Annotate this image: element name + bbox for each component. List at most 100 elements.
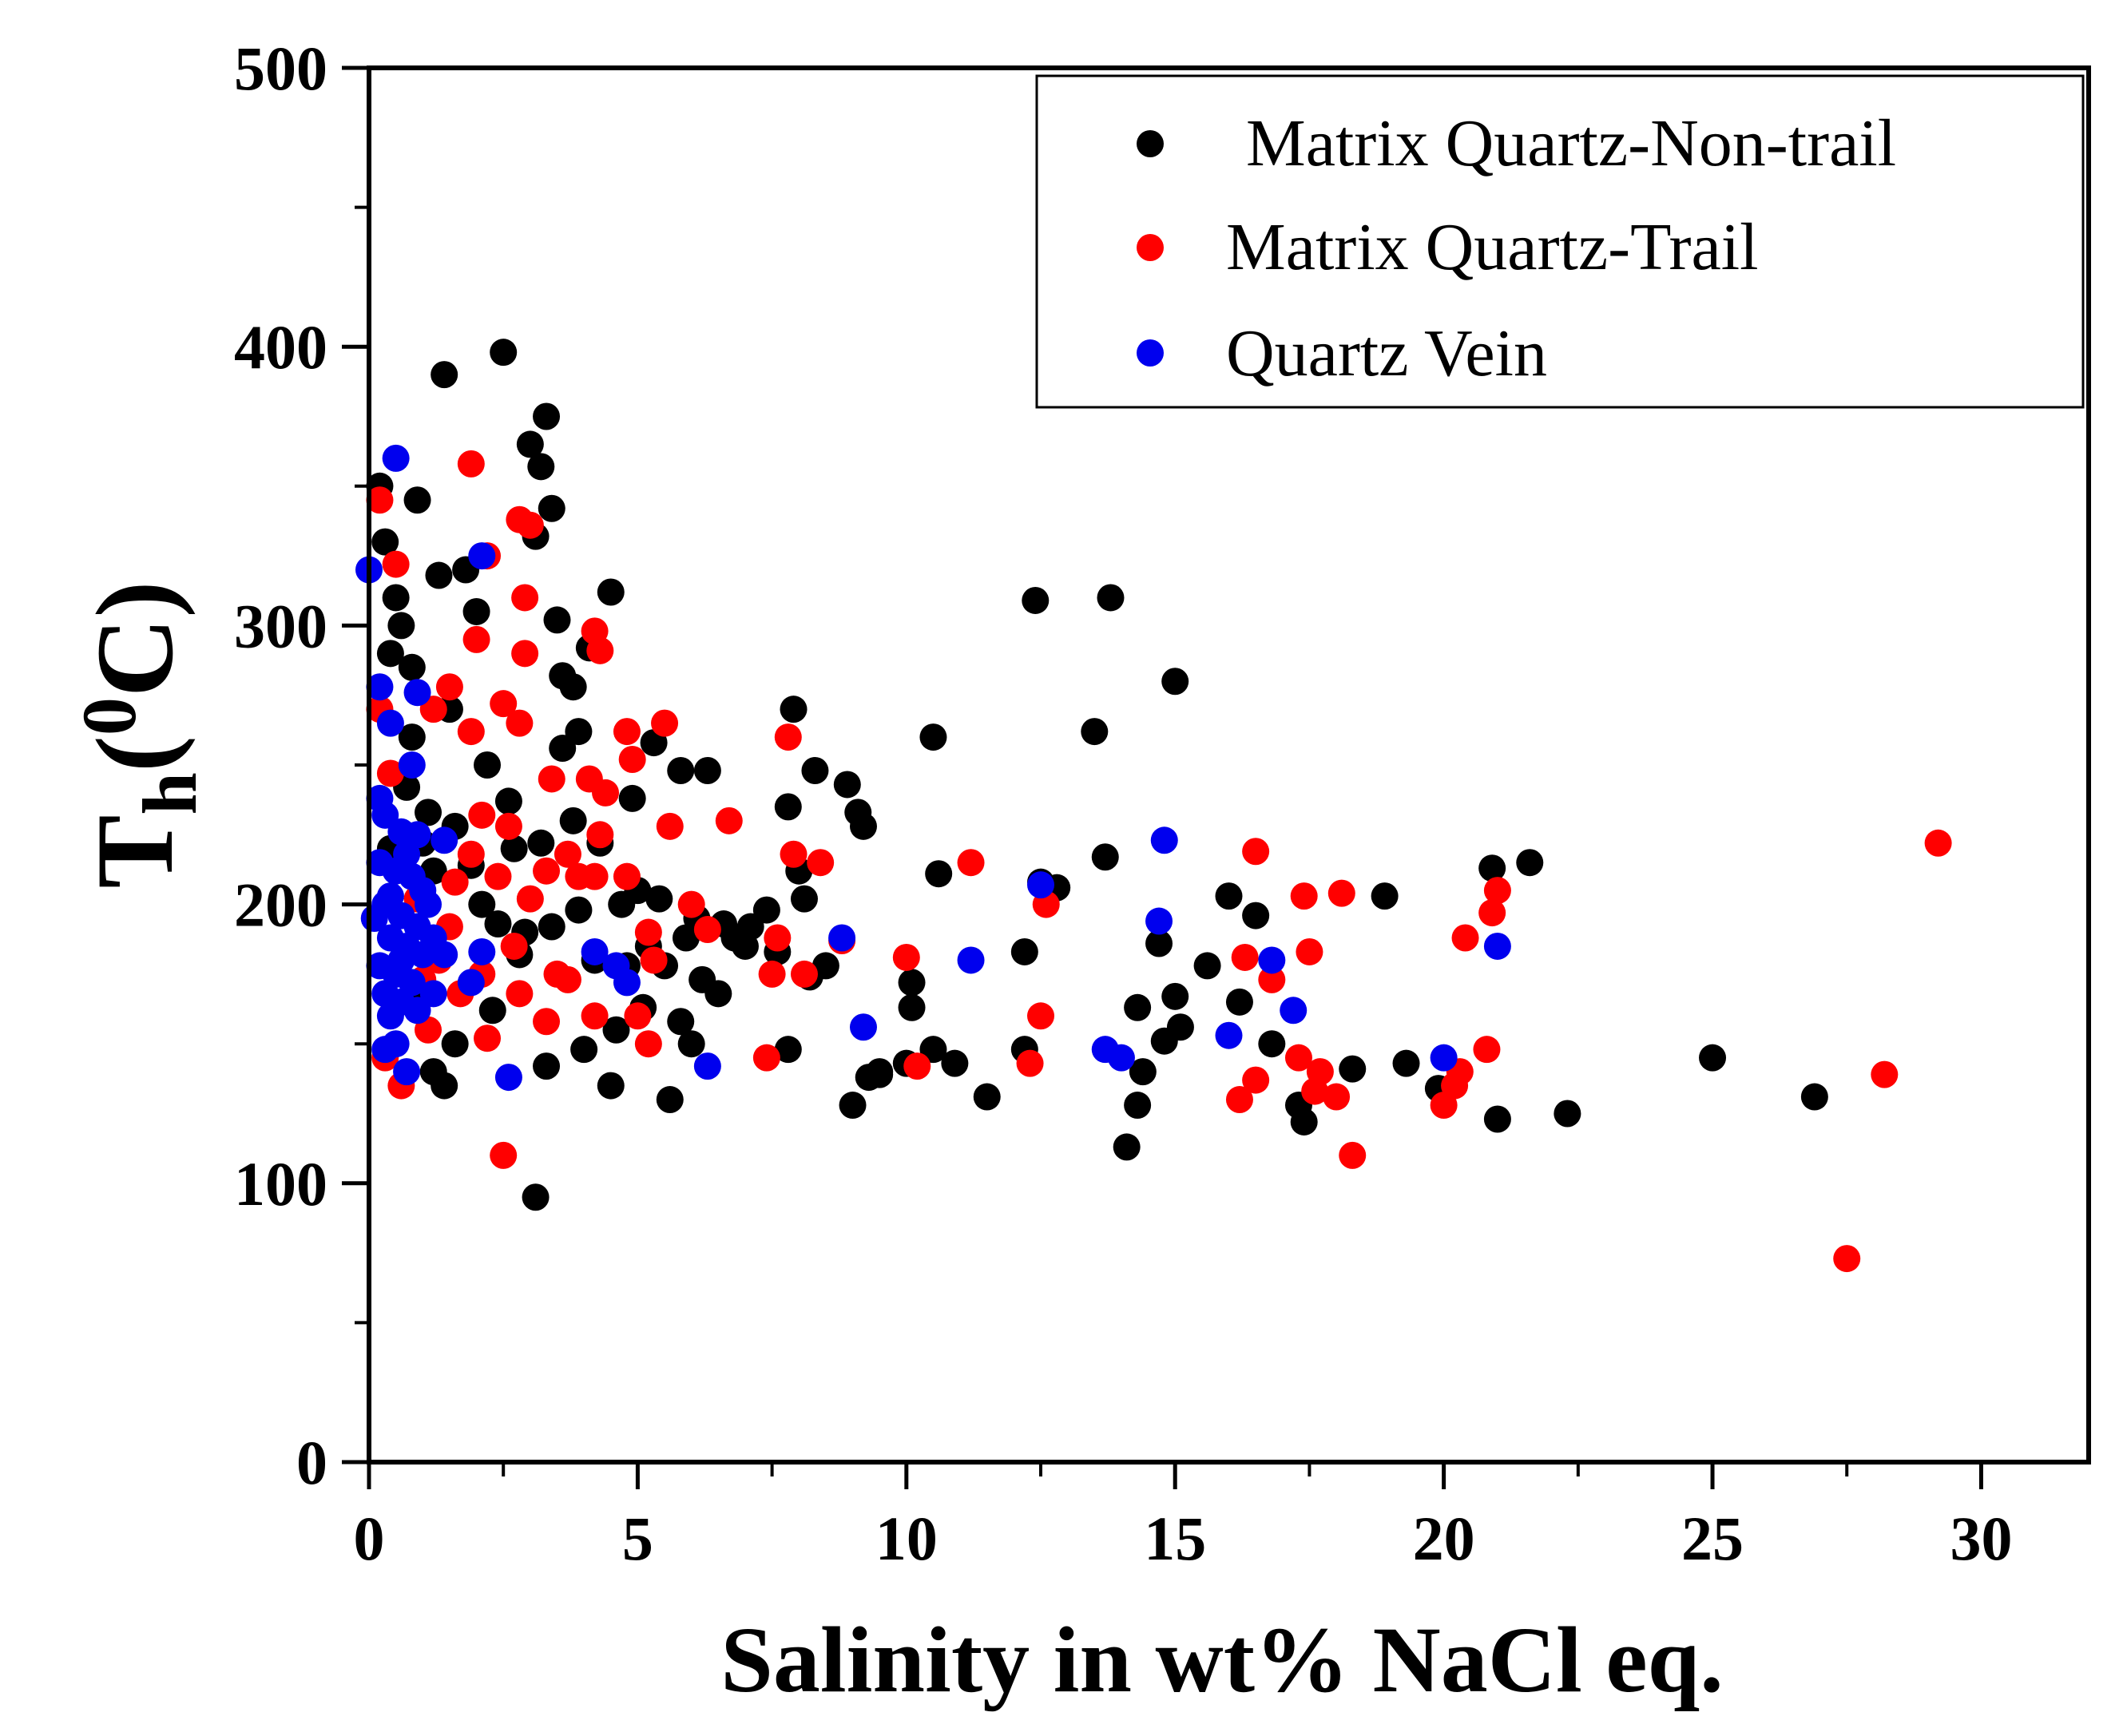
point-vein	[1027, 871, 1055, 899]
point-non-trail	[441, 1030, 469, 1058]
point-non-trail	[371, 528, 399, 556]
point-non-trail	[1516, 849, 1544, 877]
point-non-trail	[1225, 988, 1253, 1016]
point-non-trail	[527, 453, 555, 481]
y-title-open-paren: (	[73, 735, 196, 772]
point-non-trail	[704, 980, 732, 1008]
point-non-trail	[494, 787, 522, 815]
point-trail	[1451, 924, 1479, 952]
legend-label-vein: Quartz Vein	[1226, 316, 1547, 390]
svg-text:Th(0C): Th(0C)	[66, 581, 212, 888]
legend-marker-trail	[1137, 234, 1164, 261]
point-non-trail	[500, 834, 528, 862]
point-non-trail	[1113, 1133, 1141, 1161]
point-vein	[1483, 932, 1511, 960]
y-tick-labels: 0 100 200 300 400 500	[234, 34, 327, 1497]
point-non-trail	[1097, 584, 1125, 612]
legend-marker-non-trail	[1137, 130, 1164, 157]
point-non-trail	[801, 756, 829, 784]
point-trail	[1483, 877, 1511, 905]
point-trail	[457, 718, 485, 746]
point-trail	[892, 943, 920, 971]
point-trail	[462, 625, 490, 653]
point-non-trail	[752, 896, 780, 924]
y-axis-title: Th(0C)	[66, 581, 212, 888]
point-trail	[490, 690, 518, 718]
point-vein	[581, 937, 609, 965]
point-non-trail	[866, 1060, 894, 1088]
point-trail	[1242, 838, 1270, 866]
point-vein	[1280, 997, 1308, 1025]
point-non-trail	[543, 606, 571, 634]
point-vein	[415, 890, 442, 918]
x-tick-label: 20	[1413, 1504, 1475, 1573]
point-trail	[586, 821, 614, 849]
point-vein	[387, 946, 415, 974]
point-non-trail	[376, 640, 404, 668]
point-non-trail	[833, 771, 861, 799]
point-non-trail	[667, 756, 695, 784]
point-trail	[957, 849, 985, 877]
point-non-trail	[1371, 882, 1399, 910]
y-title-unit: C)	[73, 581, 196, 697]
point-non-trail	[565, 896, 593, 924]
point-trail	[490, 1141, 518, 1169]
point-vein	[431, 826, 458, 854]
point-non-trail	[1161, 982, 1189, 1010]
legend-marker-vein	[1137, 339, 1164, 367]
data-points	[355, 339, 1952, 1273]
y-tick-label: 100	[234, 1149, 327, 1219]
point-vein	[693, 1052, 721, 1080]
point-non-trail	[538, 913, 565, 941]
x-tick-label: 0	[354, 1504, 385, 1573]
point-non-trail	[1091, 843, 1119, 871]
point-trail	[457, 450, 485, 478]
point-non-trail	[1392, 1049, 1420, 1077]
point-non-trail	[790, 885, 818, 913]
point-non-trail	[538, 494, 565, 522]
point-trail	[506, 980, 534, 1008]
point-non-trail	[565, 718, 593, 746]
point-trail	[640, 946, 668, 974]
point-non-trail	[533, 1052, 561, 1080]
point-vein	[457, 969, 485, 997]
x-tick-label: 5	[622, 1504, 653, 1573]
point-vein	[1145, 907, 1173, 935]
point-vein	[398, 751, 426, 779]
point-trail	[516, 511, 544, 539]
point-trail	[554, 965, 581, 993]
point-trail	[533, 1008, 561, 1036]
point-vein	[419, 980, 447, 1008]
point-non-trail	[1161, 668, 1189, 696]
point-trail	[554, 840, 581, 868]
point-vein	[393, 1058, 421, 1086]
point-non-trail	[1215, 882, 1243, 910]
x-tick-label: 30	[1950, 1504, 2012, 1573]
point-trail	[500, 932, 528, 960]
point-vein	[366, 673, 394, 701]
point-trail	[1225, 1086, 1253, 1114]
point-trail	[758, 960, 786, 988]
point-vein	[494, 1064, 522, 1092]
point-non-trail	[415, 799, 442, 826]
point-vein	[1150, 826, 1178, 854]
point-non-trail	[597, 578, 625, 606]
point-vein	[613, 969, 641, 997]
point-non-trail	[382, 584, 410, 612]
point-non-trail	[1124, 993, 1152, 1021]
point-vein	[468, 542, 496, 570]
point-trail	[592, 779, 620, 807]
point-non-trail	[898, 993, 926, 1021]
point-trail	[581, 1002, 609, 1030]
point-trail	[774, 723, 802, 751]
point-non-trail	[1290, 1108, 1318, 1136]
point-vein	[1430, 1044, 1458, 1072]
point-non-trail	[431, 1072, 458, 1100]
point-non-trail	[1483, 1105, 1511, 1133]
point-non-trail	[398, 723, 426, 751]
point-trail	[511, 584, 539, 612]
point-non-trail	[919, 1036, 947, 1064]
point-non-trail	[693, 756, 721, 784]
point-trail	[1473, 1036, 1501, 1064]
point-trail	[651, 709, 679, 737]
